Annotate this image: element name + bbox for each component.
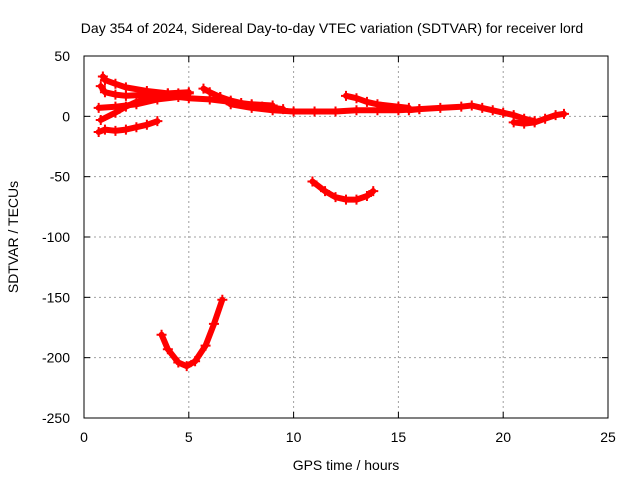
x-tick-label: 25 [600,429,616,445]
x-tick-label: 5 [185,429,193,445]
series-track-12 [158,296,226,370]
data-point [110,125,121,136]
data-point [466,100,477,111]
data-point [152,94,163,105]
data-point [190,356,201,367]
data-point [330,192,341,203]
data-point [307,176,318,187]
data-point [341,90,351,101]
data-point [183,93,194,104]
data-point [208,318,219,329]
data-point [267,105,278,116]
data-point [435,102,446,113]
data-point [173,92,184,103]
data-point [403,105,414,116]
y-tick-label: 0 [62,108,70,124]
data-point [351,93,362,104]
y-tick-label: -50 [50,169,70,185]
data-point [131,99,142,110]
data-point [93,127,104,138]
chart-title: Day 354 of 2024, Sidereal Day-to-day VTE… [81,20,583,36]
data-point [558,108,569,119]
data-point [487,105,498,116]
data-point [200,340,211,351]
data-point [351,105,362,116]
data-point [456,101,467,112]
y-tick-label: -200 [42,350,70,366]
series-layer [93,71,569,372]
data-point [162,344,173,355]
tick-labels: 0 5 10 15 20 25 50 0 -50 -100 -150 -200 -250 [42,48,616,445]
data-point [173,357,184,368]
data-point [204,87,215,98]
data-point [508,117,519,128]
data-point [99,124,110,135]
data-point [372,99,383,110]
data-point [361,190,372,201]
data-point [120,124,131,135]
data-point [320,186,331,197]
data-point [351,194,362,205]
data-point [156,329,167,340]
data-point [361,96,372,107]
data-point [99,75,110,86]
data-point [110,78,121,89]
data-point [330,106,341,117]
x-tick-label: 0 [80,429,88,445]
data-point [309,106,320,117]
data-point [95,114,106,125]
data-point [110,89,121,100]
data-point [540,113,551,124]
data-point [368,186,379,197]
data-point [198,83,209,94]
data-point [477,102,488,113]
data-point [99,87,110,98]
data-point [152,116,163,127]
data-point [93,102,104,113]
data-point [341,194,351,205]
x-tick-label: 15 [391,429,407,445]
data-point [120,82,131,93]
x-axis-title: GPS time / hours [293,457,400,473]
data-point [120,90,131,101]
data-point [550,110,561,121]
data-point [414,104,425,115]
data-point [141,119,152,130]
data-point [519,118,530,129]
data-point [95,81,106,92]
data-point [215,92,226,103]
data-point [181,361,192,372]
y-tick-label: -150 [42,289,70,305]
y-axis-title: SDTVAR / TECUs [5,181,21,293]
y-tick-label: 50 [54,48,70,64]
data-point [246,102,257,113]
data-point [225,99,236,110]
data-point [288,106,299,117]
data-point [498,107,509,118]
y-tick-label: -250 [42,410,70,426]
data-point [110,101,121,112]
data-point [217,294,228,305]
x-tick-label: 20 [495,429,511,445]
data-point [529,117,540,128]
y-tick-label: -100 [42,229,70,245]
x-tick-label: 10 [286,429,302,445]
data-point [131,122,142,133]
data-point [393,101,404,112]
